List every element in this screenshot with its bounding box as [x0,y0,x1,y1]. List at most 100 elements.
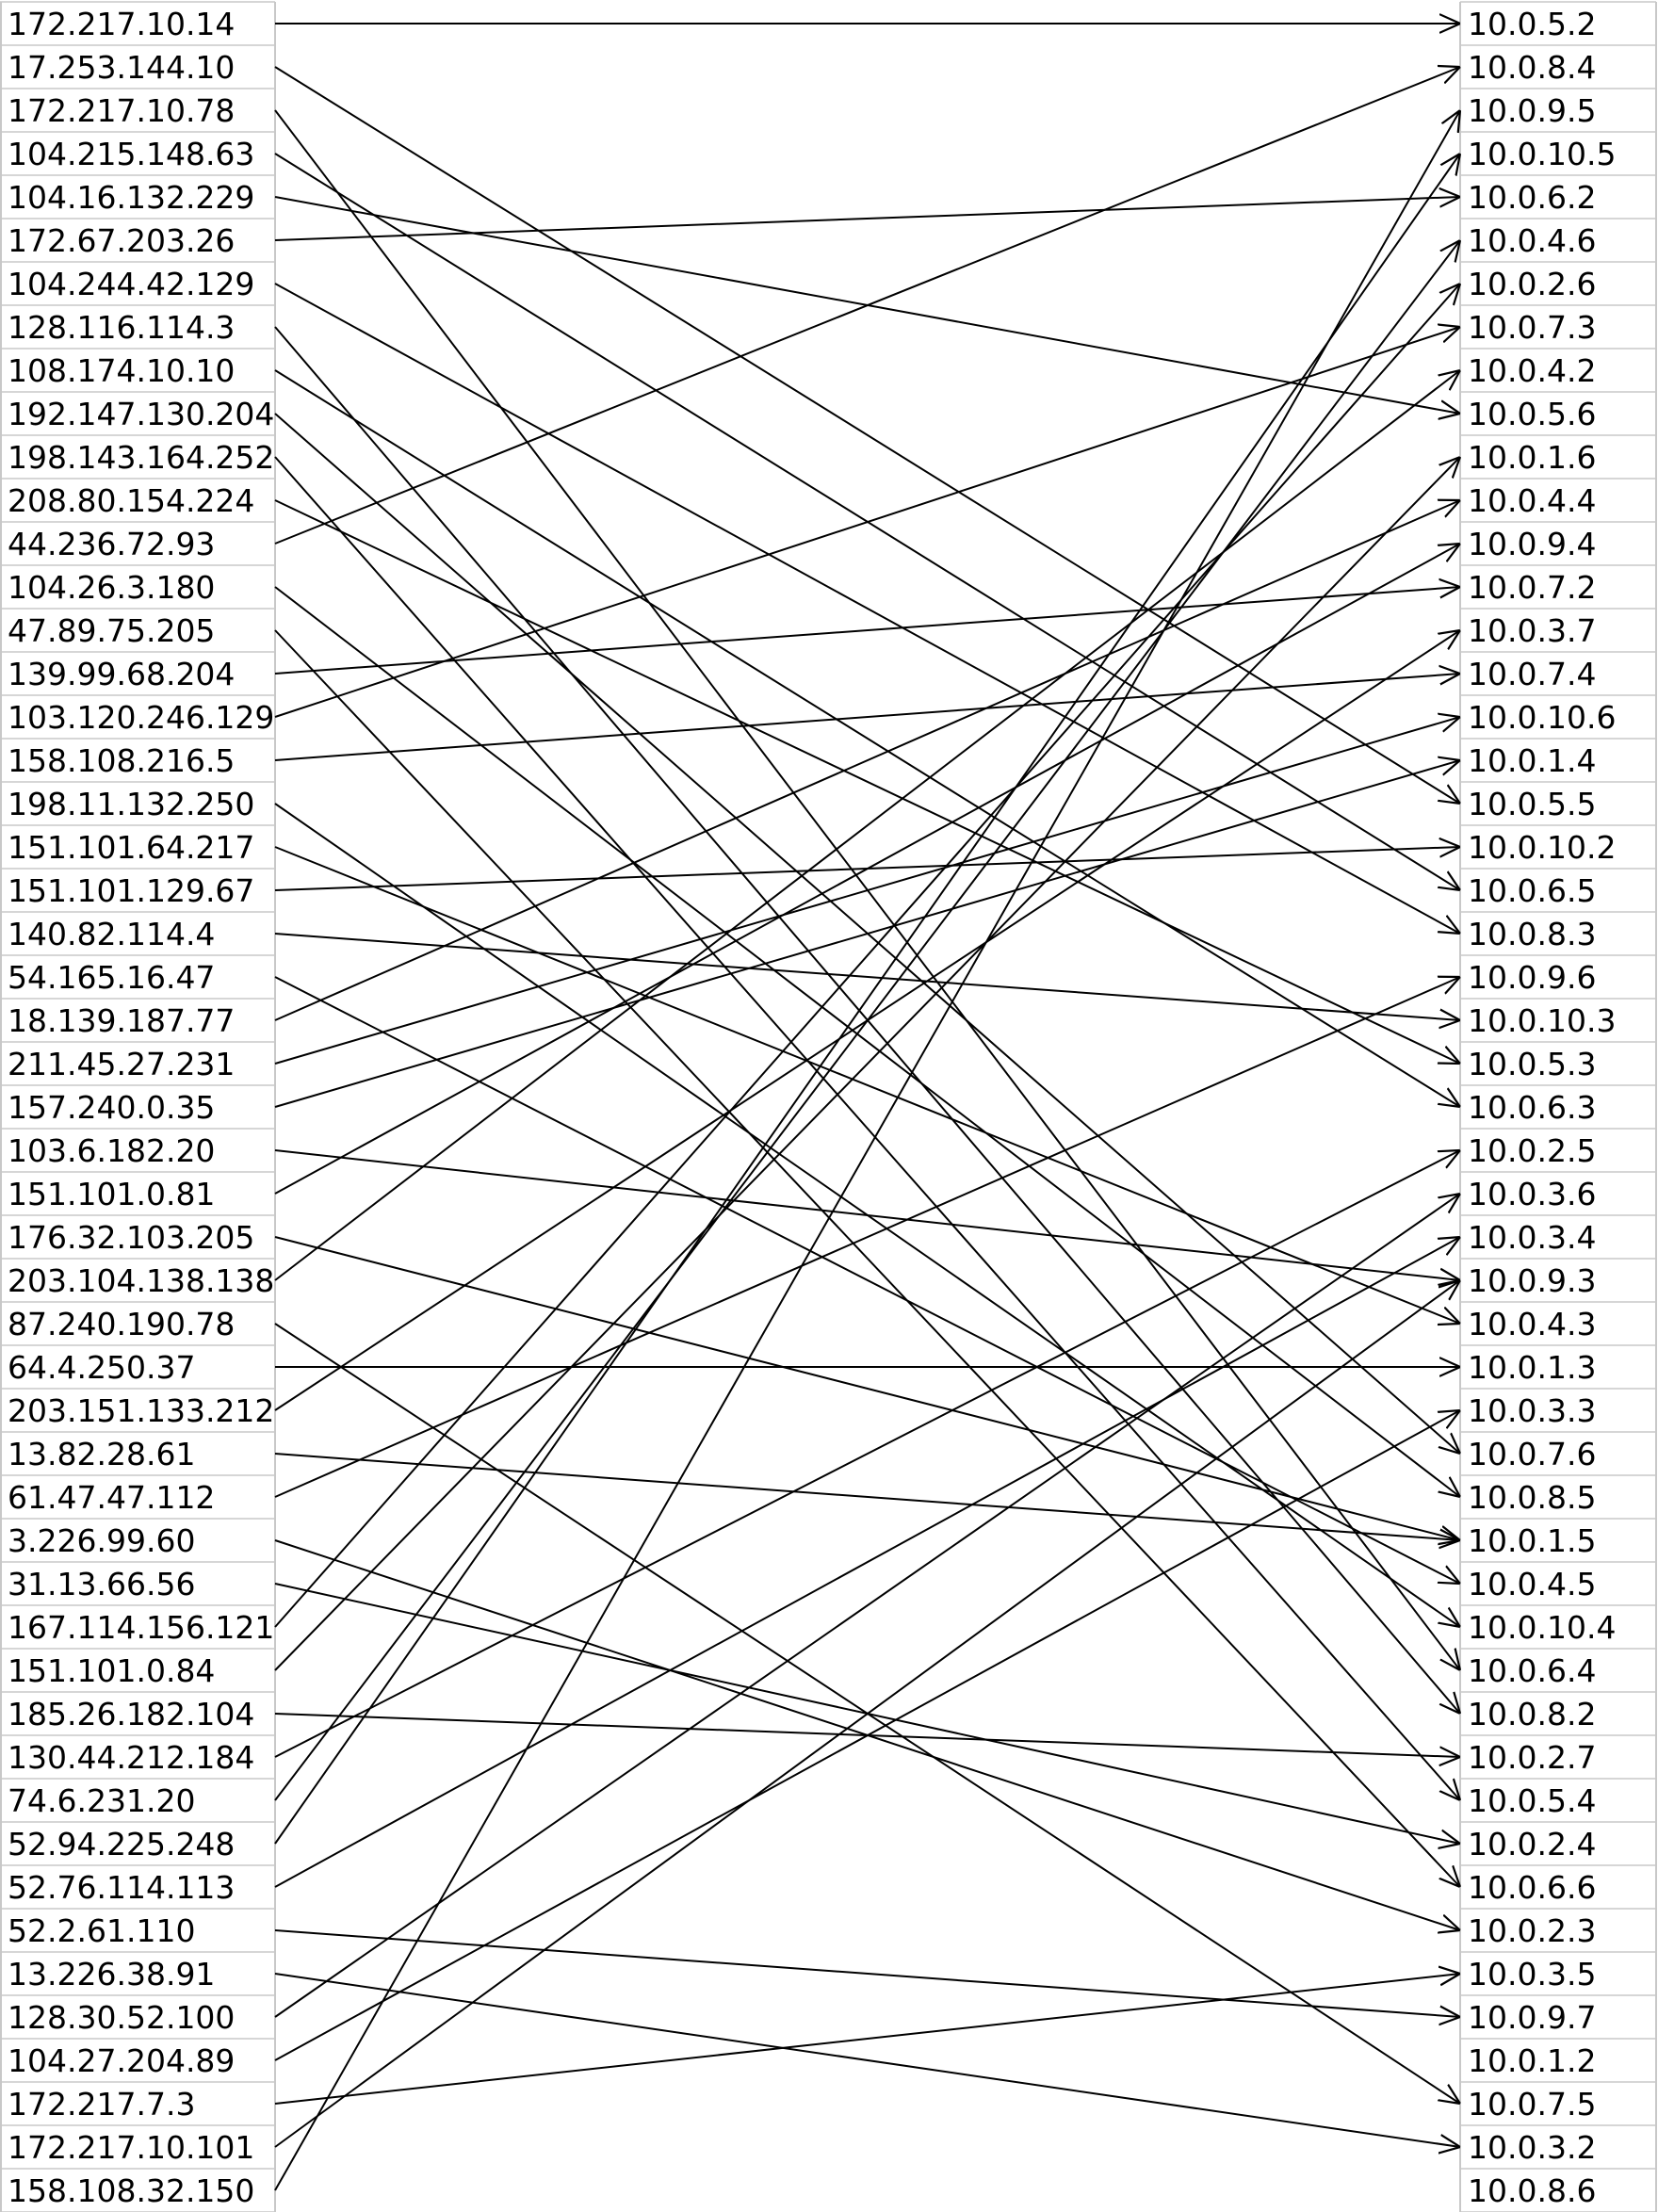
source-ip-label: 172.217.7.3 [8,2086,195,2123]
destination-ip-label: 10.0.1.5 [1468,1522,1596,1559]
destination-ip-label: 10.0.3.5 [1468,1956,1596,1992]
connection-arrow [274,760,1460,1108]
source-ip-label: 44.236.72.93 [8,526,215,562]
destination-ip-label: 10.0.8.6 [1468,2172,1596,2209]
destination-ip-label: 10.0.7.4 [1468,656,1596,692]
connection-arrow [274,586,1460,1497]
connection-arrow [274,327,1460,718]
destination-ip-label: 10.0.2.5 [1468,1132,1596,1169]
connection-arrow [274,1194,1460,2018]
destination-ip-label: 10.0.3.4 [1468,1219,1596,1256]
connection-arrow [274,500,1460,1021]
source-ip-label: 176.32.103.205 [8,1219,254,1256]
connection-arrow [274,284,1460,1628]
source-ip-label: 104.215.148.63 [8,136,254,172]
destination-ip-label: 10.0.4.4 [1468,482,1596,519]
source-ip-label: 203.151.133.212 [8,1392,274,1429]
destination-ip-label: 10.0.4.2 [1468,352,1596,389]
destination-ip-label: 10.0.6.6 [1468,1869,1596,1906]
destination-ip-label: 10.0.2.3 [1468,1912,1596,1949]
source-ip-label: 13.82.28.61 [8,1436,195,1472]
connection-arrow [274,240,1460,1801]
destination-ip-label: 10.0.6.5 [1468,872,1596,909]
connection-arrow [274,674,1460,761]
destination-ip-label: 10.0.9.4 [1468,526,1596,562]
source-ip-label: 172.67.203.26 [8,222,235,259]
destination-ip-label: 10.0.5.5 [1468,786,1596,822]
destination-ip-label: 10.0.6.2 [1468,179,1596,216]
source-ip-label: 140.82.114.4 [8,916,215,952]
connection-arrow [274,1974,1460,2105]
connection-arrow [274,110,1460,2191]
destination-ip-label: 10.0.2.6 [1468,266,1596,302]
source-ip-label: 13.226.38.91 [8,1956,215,1992]
source-ip-label: 17.253.144.10 [8,49,235,86]
destination-ip-label: 10.0.4.3 [1468,1306,1596,1342]
connection-arrow [274,1280,1460,2148]
destination-ip-label: 10.0.4.6 [1468,222,1596,259]
source-ip-label: 208.80.154.224 [8,482,254,519]
source-ip-label: 104.244.42.129 [8,266,254,302]
source-ip-label: 157.240.0.35 [8,1089,215,1126]
source-ip-label: 158.108.216.5 [8,742,235,779]
connection-arrow [274,629,1460,1887]
source-ip-label: 74.6.231.20 [8,1782,195,1819]
connection-arrow [274,1929,1460,2017]
destination-ip-label: 10.0.1.6 [1468,439,1596,476]
destination-ip-label: 10.0.3.2 [1468,2129,1596,2166]
destination-ip-label: 10.0.6.3 [1468,1089,1596,1126]
destination-ip-label: 10.0.8.2 [1468,1696,1596,1732]
source-ip-label: 151.101.129.67 [8,872,254,909]
connection-arrow [274,544,1460,1195]
destination-ip-label: 10.0.10.6 [1468,699,1616,736]
connection-arrow [274,1150,1460,1758]
source-ip-label: 198.143.164.252 [8,439,274,476]
connection-arrow [274,717,1460,1065]
source-ip-label: 52.2.61.110 [8,1912,195,1949]
source-ip-label: 52.76.114.113 [8,1869,235,1906]
connection-arrow [274,976,1460,1584]
source-ip-label: 151.101.64.217 [8,829,254,866]
destination-ip-label: 10.0.3.3 [1468,1392,1596,1429]
destination-ip-label: 10.0.3.7 [1468,612,1596,649]
connection-arrow [274,1410,1460,2061]
destination-ip-label: 10.0.1.3 [1468,1349,1596,1386]
destination-ip-label: 10.0.3.6 [1468,1176,1596,1212]
source-ip-label: 130.44.212.184 [8,1739,254,1776]
source-ip-label: 103.120.246.129 [8,699,274,736]
connection-arrow [274,370,1460,1281]
connection-arrow [274,456,1460,1800]
destination-ip-label: 10.0.10.5 [1468,136,1616,172]
destination-ip-label: 10.0.9.5 [1468,92,1596,129]
connection-arrow [274,1149,1460,1280]
connection-arrow [274,66,1460,804]
destination-ip-label: 10.0.5.4 [1468,1782,1596,1819]
destination-ip-label: 10.0.8.3 [1468,916,1596,952]
destination-ip-label: 10.0.7.5 [1468,2086,1596,2123]
source-ip-label: 128.116.114.3 [8,309,235,346]
source-ip-label: 104.16.132.229 [8,179,254,216]
connection-arrow [274,197,1460,241]
source-ip-label: 103.6.182.20 [8,1132,215,1169]
source-ip-label: 47.89.75.205 [8,612,215,649]
connection-arrow [274,154,1460,1845]
destination-ip-column: 10.0.5.2 10.0.8.4 10.0.9.5 10.0.10.5 10.0.6.… [1468,6,1616,2209]
destination-ip-label: 10.0.10.4 [1468,1609,1616,1646]
connection-arrow [274,1236,1460,1540]
source-ip-label: 104.26.3.180 [8,569,215,606]
destination-ip-label: 10.0.7.6 [1468,1436,1596,1472]
source-ip-label: 172.217.10.78 [8,92,235,129]
source-ip-label: 52.94.225.248 [8,1826,235,1862]
destination-ip-label: 10.0.7.2 [1468,569,1596,606]
source-ip-label: 192.147.130.204 [8,396,274,432]
connection-lines [274,24,1460,2191]
source-ip-label: 3.226.99.60 [8,1522,195,1559]
source-ip-column: 172.217.10.14 17.253.144.10 172.217.10.78 1… [8,6,274,2209]
destination-ip-label: 10.0.1.4 [1468,742,1596,779]
connection-arrow [274,977,1460,1498]
source-ip-label: 203.104.138.138 [8,1262,274,1299]
connection-arrow [274,369,1460,1107]
source-ip-label: 172.217.10.101 [8,2129,254,2166]
